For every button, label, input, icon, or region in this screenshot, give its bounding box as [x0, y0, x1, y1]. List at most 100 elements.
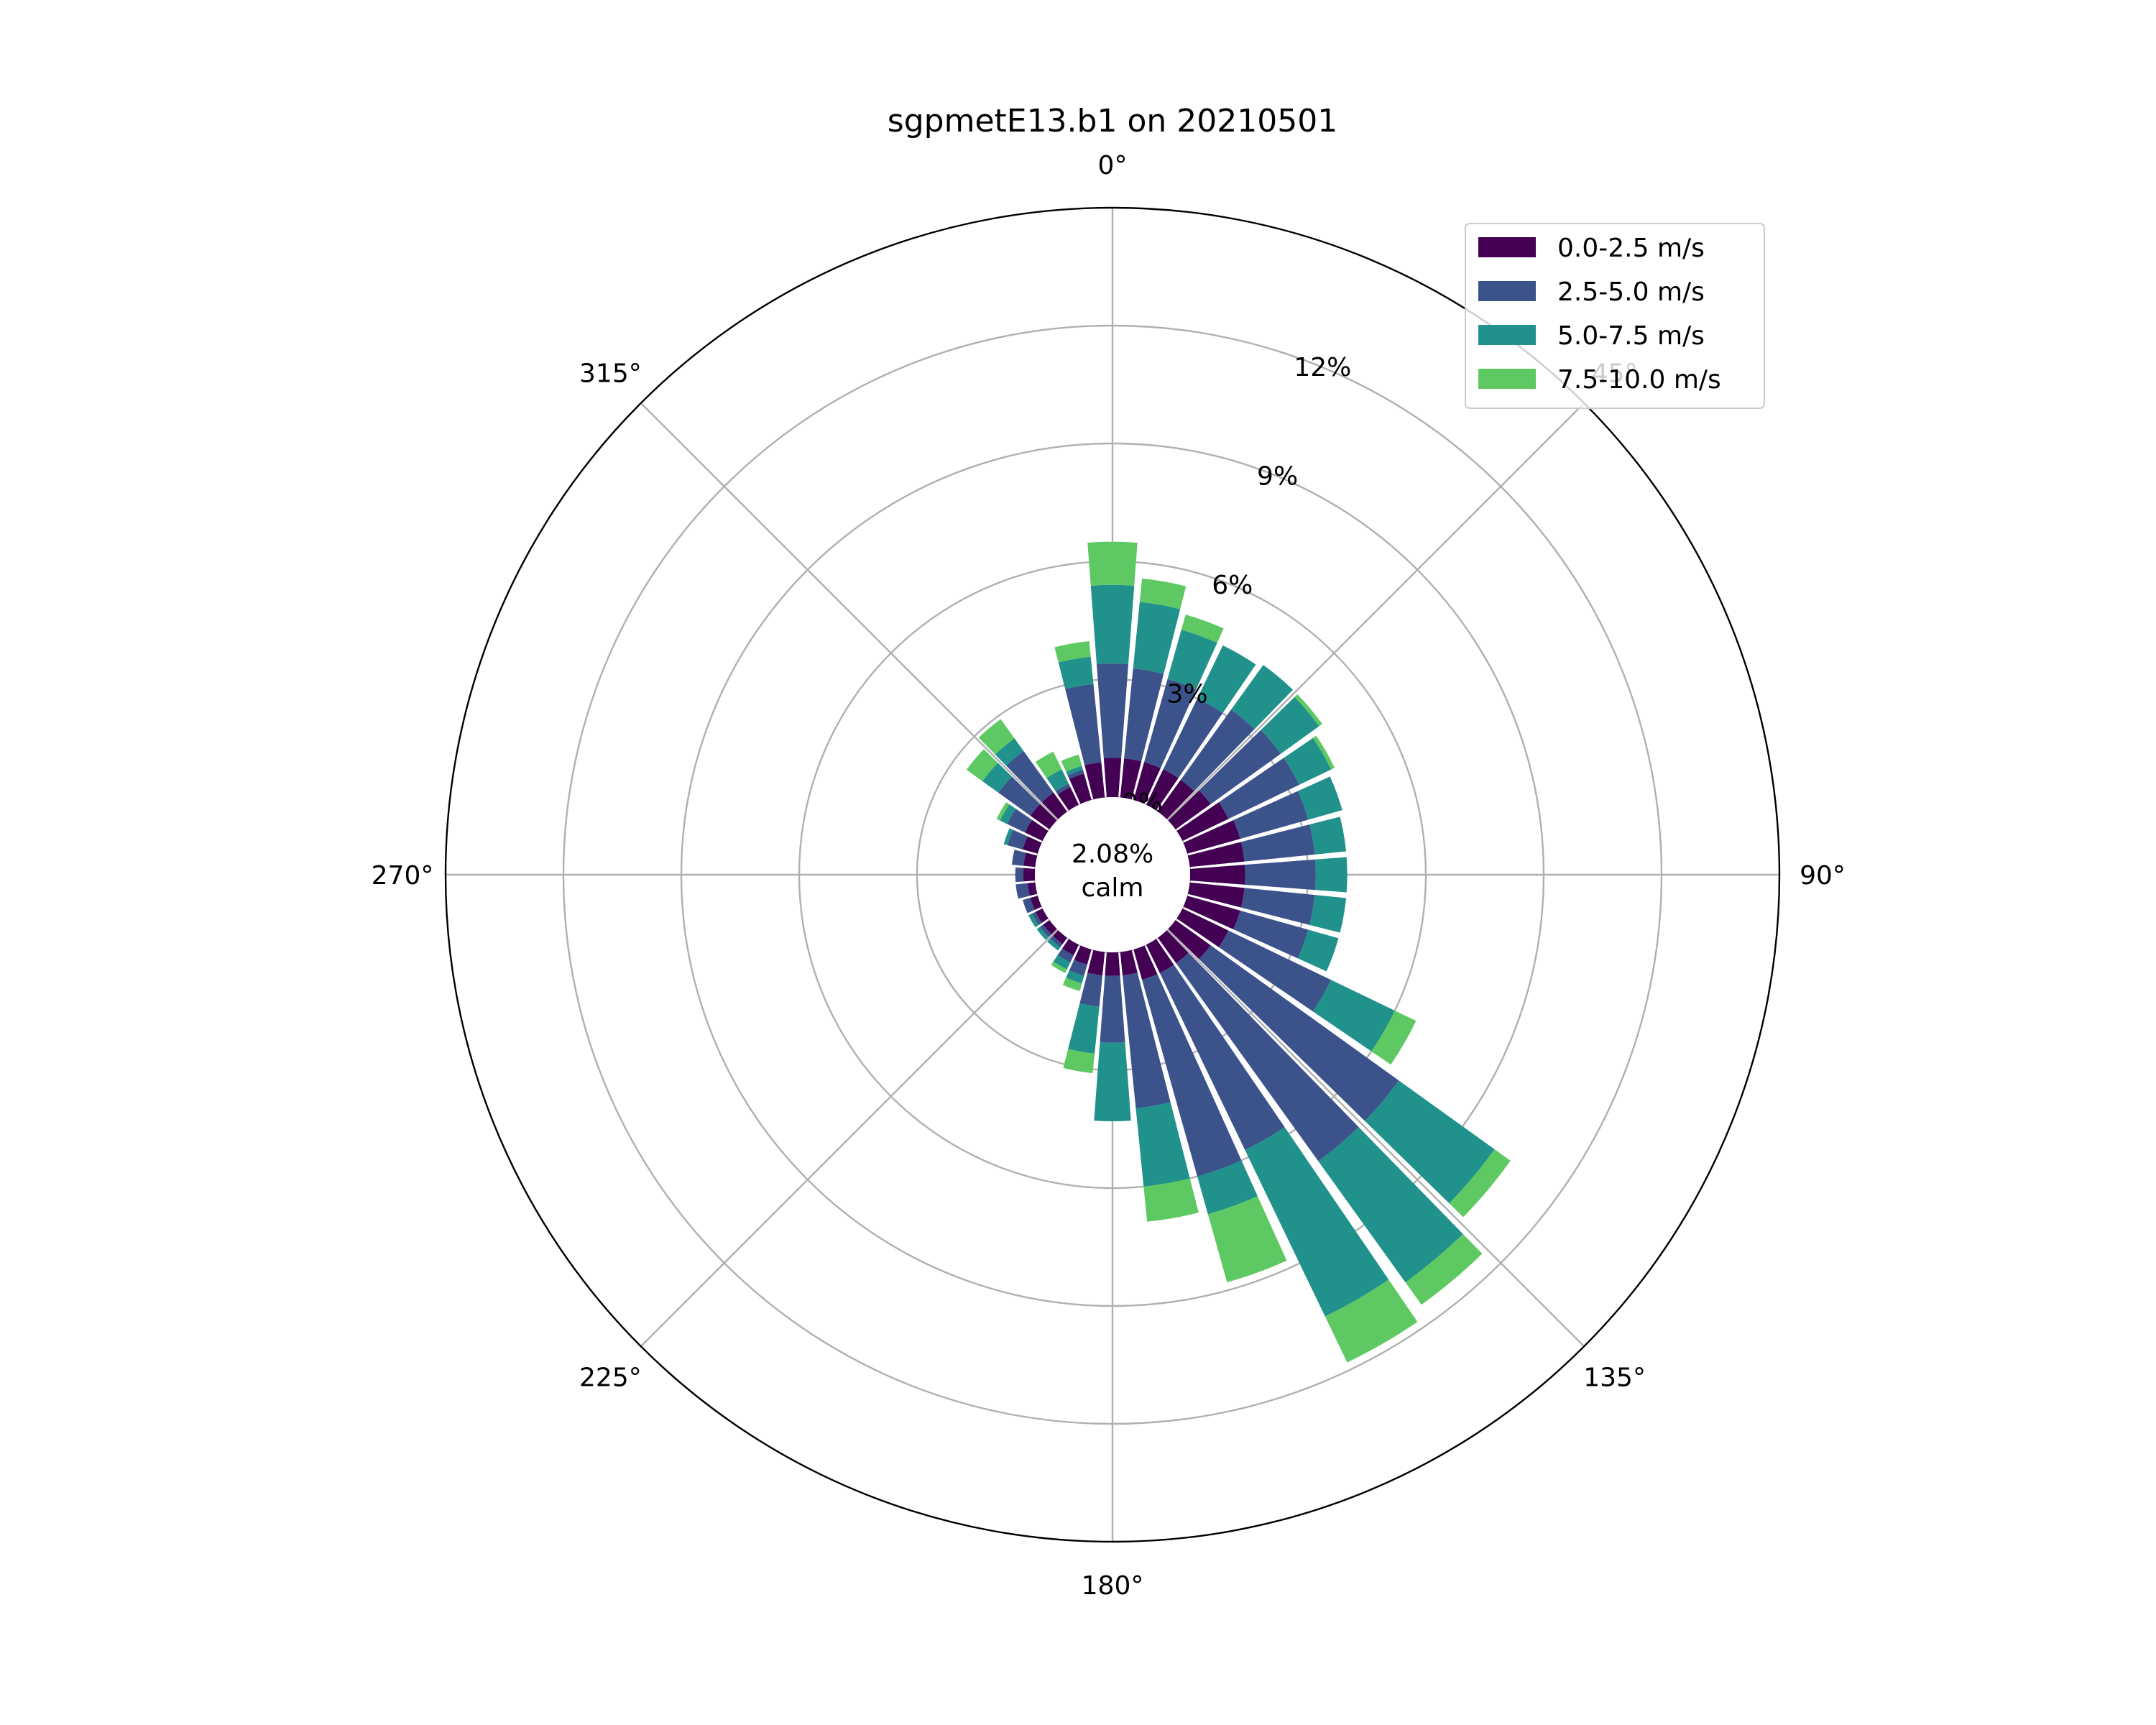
windrose-bar	[1103, 758, 1122, 798]
legend-label: 0.0-2.5 m/s	[1557, 234, 1705, 263]
direction-label: 135°	[1583, 1363, 1646, 1393]
windrose-bar	[1055, 783, 1071, 795]
windrose-bar	[1096, 663, 1129, 758]
windrose-bar	[1051, 961, 1067, 973]
windrose-bar	[1181, 615, 1224, 643]
windrose-bar	[1023, 868, 1036, 882]
windrose-bar	[1062, 978, 1082, 991]
labels-layer: 0%3%6%9%12%0°45°90°135°180°225°270°315°	[372, 151, 1846, 1601]
windrose-bar	[1023, 852, 1038, 868]
windrose-bar	[1007, 809, 1033, 833]
windrose-bar	[1146, 769, 1179, 811]
windrose-bar	[1297, 929, 1339, 972]
windrose-bar	[1168, 790, 1211, 829]
legend-label: 2.5-5.0 m/s	[1557, 277, 1705, 307]
radial-tick-label: 6%	[1212, 571, 1253, 600]
windrose-bar	[1183, 896, 1240, 929]
grid-circle	[680, 442, 1545, 1307]
calm-layer: 2.08% calm	[1035, 797, 1190, 952]
windrose-bar	[1144, 678, 1197, 768]
windrose-bar	[1105, 952, 1120, 976]
chart-title: sgpmetE13.b1 on 20210501	[888, 103, 1337, 139]
windrose-bar	[1003, 828, 1013, 845]
windrose-bar	[1028, 913, 1039, 928]
windrose-bar	[1053, 954, 1071, 970]
windrose-bar	[1025, 819, 1049, 842]
windrose-bar	[1057, 787, 1079, 811]
windrose-bar	[1197, 1160, 1258, 1215]
legend-swatch	[1478, 325, 1536, 345]
windrose-bar	[1158, 779, 1194, 819]
windrose-bar	[996, 802, 1010, 821]
windrose-bar	[1143, 1178, 1199, 1222]
direction-label: 90°	[1800, 861, 1846, 891]
windrose-bar	[1061, 754, 1082, 772]
windrose-bar	[1449, 1149, 1511, 1218]
windrose-bar	[1233, 910, 1309, 959]
windrose-bar	[1124, 668, 1164, 762]
windrose-bar	[1133, 602, 1181, 674]
windrose-bar	[1039, 924, 1051, 937]
windrose-bar	[1084, 762, 1105, 800]
windrose-bar	[1087, 541, 1138, 586]
windrose-bar	[1159, 965, 1285, 1151]
windrose-bar	[1240, 824, 1315, 862]
windrose-bar	[1015, 867, 1023, 883]
windrose-bar	[1163, 698, 1223, 778]
windrose-bar	[1168, 920, 1211, 960]
windrose-bar	[1176, 802, 1229, 842]
direction-label: 270°	[372, 861, 434, 891]
windrose-bar	[1043, 920, 1057, 935]
windrose-bar	[1047, 939, 1061, 951]
windrose-bar	[1052, 930, 1067, 944]
legend-swatch	[1478, 281, 1536, 301]
windrose-bar	[1065, 684, 1102, 765]
radial-tick-label: 3%	[1167, 680, 1208, 709]
windrose-bar	[1061, 939, 1079, 956]
windrose-bar	[1309, 895, 1347, 933]
legend-box	[1465, 223, 1765, 409]
direction-label: 225°	[579, 1363, 642, 1393]
windrose-bar	[995, 738, 1024, 766]
windrose-bar	[1041, 792, 1067, 819]
windrose-bar	[1022, 836, 1042, 854]
windrose-bar	[1189, 865, 1245, 885]
windrose-bar	[1245, 859, 1316, 891]
windrose-bar	[1100, 975, 1125, 1043]
windrose-bar	[978, 719, 1015, 755]
windrose-bar	[966, 749, 998, 781]
windrose-bar	[1135, 1102, 1190, 1187]
windrose-bar	[998, 776, 1041, 816]
radial-gridline	[1166, 929, 1585, 1348]
windrose-bar	[1069, 960, 1087, 976]
direction-label: 0°	[1098, 151, 1128, 180]
windrose-bar	[1031, 911, 1042, 926]
windrose-bar	[1176, 952, 1359, 1162]
windrose-bar	[1197, 645, 1256, 714]
windrose-bar	[1199, 945, 1399, 1121]
direction-label: 315°	[579, 359, 642, 388]
windrose-bar	[1054, 640, 1091, 663]
windrose-bar	[1199, 730, 1281, 804]
windrose-bar	[1007, 829, 1028, 850]
windrose-bar	[1158, 930, 1189, 964]
windrose-bar	[1050, 936, 1063, 948]
windrose-bar	[1318, 1127, 1463, 1283]
windrose-bar	[1284, 737, 1332, 785]
windrose-bar	[1074, 945, 1092, 965]
windrose-bar	[1405, 1233, 1483, 1305]
windrose-bar	[1066, 970, 1084, 984]
calm-circle	[1035, 797, 1190, 952]
windrose-bar	[1066, 765, 1083, 776]
windrose-bar	[1218, 930, 1332, 1012]
calm-label: calm	[1082, 873, 1144, 903]
windrose-bar	[1046, 769, 1069, 791]
windrose-bar	[1312, 735, 1335, 770]
legend-label: 7.5-10.0 m/s	[1557, 365, 1721, 395]
radial-tick-label: 12%	[1294, 353, 1351, 382]
calm-value: 2.08%	[1072, 840, 1153, 869]
windrose-bar	[1067, 769, 1084, 779]
legend-swatch	[1478, 237, 1536, 257]
